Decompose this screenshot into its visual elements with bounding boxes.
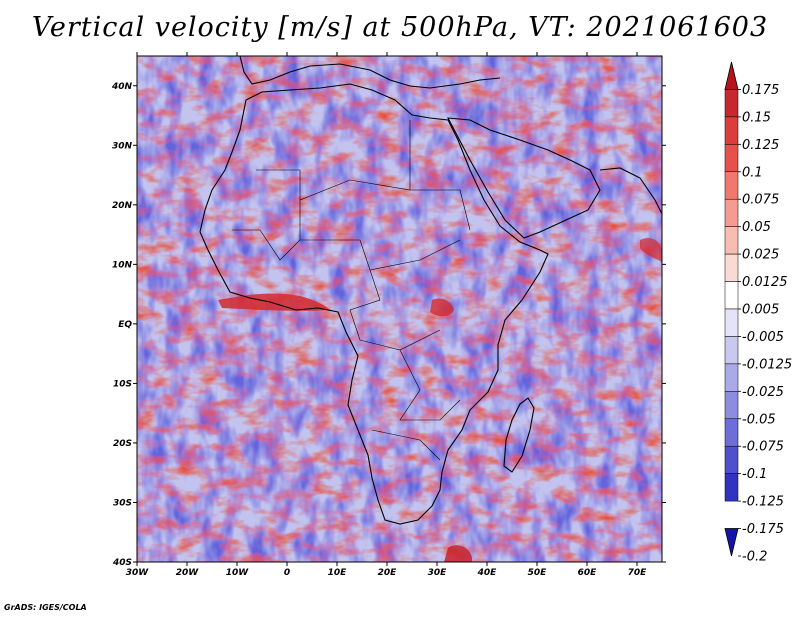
africa-coastline <box>199 83 549 525</box>
colorbar-label: 0.0125 <box>742 275 788 290</box>
colorbar-label: -0.025 <box>742 385 784 400</box>
europe-coastline <box>239 56 501 89</box>
country-borders <box>232 120 471 461</box>
colorbar-swatch <box>724 281 739 310</box>
colorbar-label: 0.125 <box>742 138 779 153</box>
colorbar: 0.175 0.15 0.125 0.1 0.075 0.05 0.025 0.0125 0.0… <box>724 61 792 565</box>
colorbar-swatch <box>724 308 739 337</box>
colorbar-label: 0.175 <box>742 83 779 98</box>
colorbar-swatch <box>724 391 739 420</box>
x-tick-label: 60E <box>578 568 598 578</box>
colorbar-label: -0.2 <box>742 550 767 565</box>
colorbar-label: 0.025 <box>742 248 779 263</box>
x-tick-label: 20E <box>378 568 398 578</box>
y-tick-label: 30S <box>113 498 132 508</box>
y-tick-label: 40S <box>112 558 132 568</box>
plot-frame <box>136 55 663 563</box>
arabia-coastline <box>447 117 601 239</box>
colorbar-label: 0.1 <box>742 165 763 180</box>
y-tick-label: 20S <box>113 439 132 449</box>
y-tick-label: 20N <box>112 201 133 211</box>
velocity-field <box>137 56 662 562</box>
colorbar-swatch <box>724 336 739 365</box>
x-tick-label: 10E <box>328 568 348 578</box>
ascent-blob-east <box>640 238 662 262</box>
colorbar-swatch <box>724 363 739 392</box>
colorbar-swatch <box>724 171 739 200</box>
colorbar-swatch <box>724 116 739 145</box>
x-axis: 30W 20W 10W 0 10E 20E 30E 40E 50E 60E 70E <box>126 52 647 578</box>
asia-coastline <box>599 167 662 215</box>
colorbar-label: -0.05 <box>742 412 776 427</box>
x-tick-label: 20W <box>176 568 200 578</box>
colorbar-swatch <box>724 473 739 502</box>
colorbar-label: 0.075 <box>742 193 779 208</box>
x-tick-label: 40E <box>477 568 498 578</box>
x-tick-label: 70E <box>628 568 648 578</box>
field-texture <box>137 56 662 562</box>
colorbar-swatch <box>724 253 739 282</box>
colorbar-swatch <box>724 144 739 173</box>
colorbar-label: 0.15 <box>742 110 771 125</box>
colorbar-bottom-arrow <box>724 528 739 557</box>
x-tick-label: 50E <box>528 568 548 578</box>
colorbar-swatch <box>724 89 739 118</box>
y-tick-label: 10N <box>112 260 133 270</box>
madagascar-coastline <box>503 397 535 473</box>
colorbar-label: 0.005 <box>742 303 779 318</box>
y-axis: 40N 30N 20N 10N EQ 10S 20S 30S 40S <box>111 82 666 568</box>
colorbar-label: -0.1 <box>742 467 767 482</box>
colorbar-top-arrow <box>724 61 739 90</box>
ascent-blob-south <box>444 545 472 562</box>
credit-text: GrADS: IGES/COLA <box>4 603 87 612</box>
ascent-blob-east-africa <box>430 298 454 317</box>
x-tick-label: 30E <box>428 568 448 578</box>
colorbar-label: -0.005 <box>742 330 784 345</box>
colorbar-swatch <box>724 198 739 227</box>
colorbar-label: -0.075 <box>742 440 784 455</box>
y-tick-label: 40N <box>111 82 133 92</box>
map-title: Vertical velocity [m/s] at 500hPa, VT: 2… <box>31 12 769 43</box>
colorbar-swatch <box>724 445 739 474</box>
y-tick-label: 10S <box>113 379 132 389</box>
colorbar-label: -0.0125 <box>742 357 792 372</box>
y-tick-label: 30N <box>112 141 133 151</box>
colorbar-label: -0.125 <box>742 495 784 510</box>
colorbar-swatch <box>724 418 739 447</box>
x-tick-label: 10W <box>226 568 250 578</box>
colorbar-label: -0.175 <box>742 522 784 537</box>
colorbar-label: 0.05 <box>742 220 771 235</box>
ascent-band-gulf-of-guinea <box>218 293 330 311</box>
colorbar-swatch <box>724 226 739 255</box>
x-tick-label: 0 <box>284 568 290 578</box>
x-tick-label: 30W <box>126 568 150 578</box>
y-tick-label: EQ <box>118 320 132 330</box>
